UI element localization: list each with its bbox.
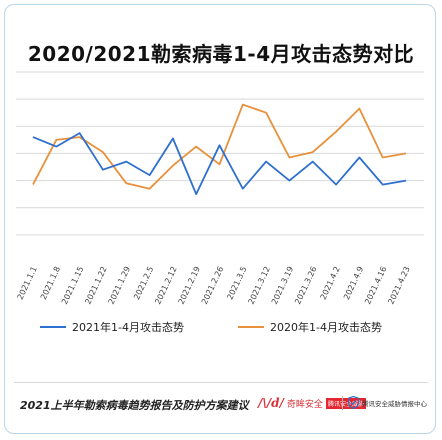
x-tick-label: 2021.4.16	[363, 265, 388, 306]
x-tick-label: 2021.3.26	[293, 265, 318, 306]
x-tick-label: 2021.4.23	[386, 265, 411, 306]
x-tick-label: 2021.2.19	[177, 265, 202, 306]
series-line-2021	[32, 132, 407, 196]
x-tick-label: 2021.3.19	[270, 265, 295, 306]
x-tick-label: 2021.1.15	[60, 265, 85, 306]
x-tick-label: 2021.3.5	[225, 265, 248, 301]
legend-label: 2021年1-4月攻击态势	[72, 320, 184, 334]
tencent-security-logo: 腾讯安全威胁情报中心	[348, 396, 427, 409]
chart-frame	[4, 4, 436, 434]
chart-title: 2020/2021勒索病毒1-4月攻击态势对比	[27, 42, 415, 66]
series-line-2020	[32, 103, 407, 190]
x-tick-label: 2021.2.26	[200, 265, 225, 306]
x-tick-label: 2021.1.8	[39, 265, 62, 301]
logo-text: 奇眸安全	[286, 399, 323, 410]
logo-badge: 腾讯安全威胁	[325, 397, 366, 409]
x-tick-label: 2021.4.2	[319, 265, 342, 301]
x-tick-label: 2021.1.22	[83, 265, 108, 306]
report-title: 2021上半年勒索病毒趋势报告及防护方案建议	[20, 399, 249, 412]
x-tick-label: 2021.2.5	[132, 265, 155, 301]
x-tick-label: 2021.1.29	[107, 265, 132, 306]
footer-divider	[14, 382, 428, 383]
legend-label: 2020年1-4月攻击态势	[270, 320, 382, 334]
x-tick-label: 2021.1.1	[16, 265, 39, 301]
x-tick-label: 2021.2.12	[153, 265, 178, 306]
tencent-logo-text: 腾讯安全威胁情报中心	[362, 399, 427, 408]
logo-mark: /\/d/	[258, 396, 284, 410]
logo-separator	[342, 396, 343, 410]
x-tick-label: 2021.4.9	[342, 265, 365, 301]
qimou-logo: /\/d/ 奇眸安全 腾讯安全威胁	[258, 396, 366, 410]
x-tick-label: 2021.3.12	[247, 265, 272, 306]
shield-icon	[348, 396, 359, 409]
